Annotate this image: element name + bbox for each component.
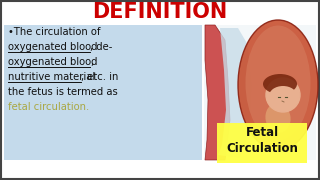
- Text: Circulation: Circulation: [226, 143, 298, 156]
- Circle shape: [266, 78, 300, 112]
- Text: , de-: , de-: [90, 42, 112, 52]
- PathPatch shape: [218, 28, 252, 158]
- Ellipse shape: [245, 26, 310, 141]
- PathPatch shape: [205, 25, 230, 160]
- Ellipse shape: [263, 74, 297, 94]
- Text: oxygenated blood: oxygenated blood: [8, 42, 98, 52]
- Text: fetal circulation.: fetal circulation.: [8, 102, 89, 112]
- Text: oxygenated blood: oxygenated blood: [8, 57, 98, 67]
- Text: the fetus is termed as: the fetus is termed as: [8, 87, 118, 97]
- Text: nutritive material: nutritive material: [8, 72, 95, 82]
- FancyBboxPatch shape: [204, 25, 316, 160]
- FancyBboxPatch shape: [4, 25, 202, 160]
- Text: , etc. in: , etc. in: [81, 72, 118, 82]
- Text: ,: ,: [90, 57, 93, 67]
- Ellipse shape: [269, 86, 297, 106]
- FancyBboxPatch shape: [217, 123, 307, 163]
- Text: Fetal: Fetal: [245, 127, 279, 140]
- Text: DEFINITION: DEFINITION: [92, 2, 228, 22]
- Ellipse shape: [265, 103, 291, 133]
- Ellipse shape: [238, 20, 318, 150]
- Text: •The circulation of: •The circulation of: [8, 27, 100, 37]
